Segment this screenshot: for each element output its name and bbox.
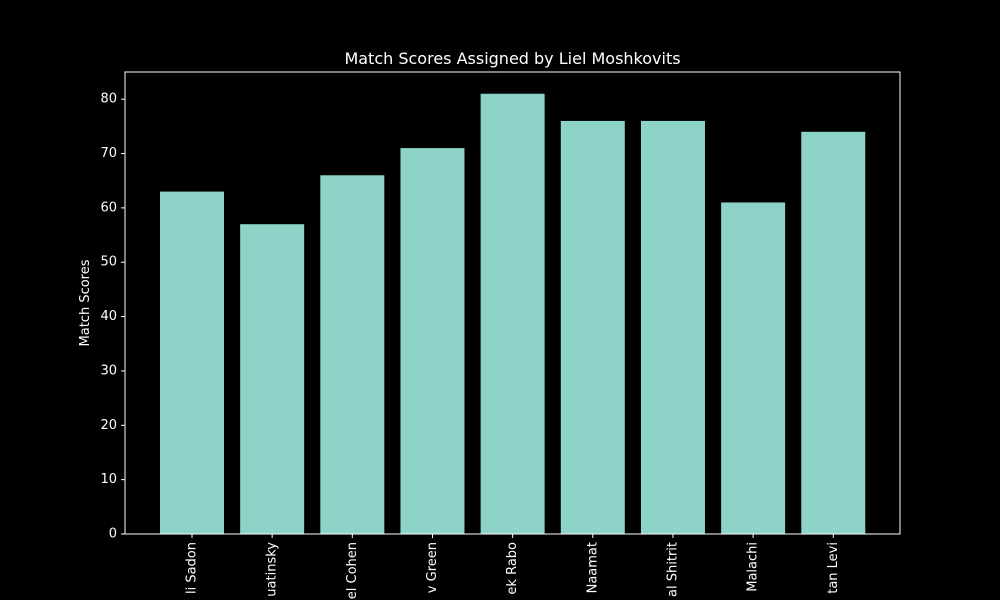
x-tick-label: el Cohen	[345, 542, 360, 599]
y-tick-label: 10	[100, 472, 117, 487]
x-tick-label: al Shitrit	[665, 542, 680, 597]
y-axis-ticks: 0 10 20 30 40 50 60 70 80	[100, 92, 125, 542]
x-tick-label: ek Rabo	[505, 542, 520, 595]
plot-area-frame	[124, 71, 901, 535]
y-tick-label: 50	[100, 255, 117, 270]
x-tick-label: uatinsky	[265, 542, 280, 597]
bar-1	[160, 191, 224, 534]
y-tick-label: 0	[109, 527, 117, 542]
x-tick-label: Naamat	[585, 542, 600, 593]
y-tick-label: 70	[100, 146, 117, 161]
y-tick-label: 80	[100, 92, 117, 107]
y-tick-label: 60	[100, 200, 117, 215]
x-axis-ticks: li Sadon uatinsky el Cohen v Green ek Rabo Na…	[185, 534, 841, 599]
bar-8	[721, 202, 786, 534]
y-tick-label: 40	[100, 309, 117, 324]
bar-9	[801, 131, 866, 535]
bar-4	[400, 148, 465, 534]
bar-5	[480, 93, 545, 535]
y-tick-label: 30	[100, 363, 117, 378]
x-tick-label: tan Levi	[826, 542, 841, 594]
x-tick-label: v Green	[425, 542, 440, 593]
y-axis-label: Match Scores	[78, 259, 93, 346]
x-tick-label: Malachi	[746, 542, 761, 592]
y-tick-label: 20	[100, 418, 117, 433]
bar-6	[560, 120, 625, 535]
bar-7	[640, 120, 705, 535]
bar-3	[320, 175, 385, 534]
bar-2	[240, 224, 305, 534]
bars-layer	[160, 93, 866, 535]
chart-title: Match Scores Assigned by Liel Moshkovits	[344, 49, 680, 68]
x-tick-label: li Sadon	[185, 542, 200, 594]
